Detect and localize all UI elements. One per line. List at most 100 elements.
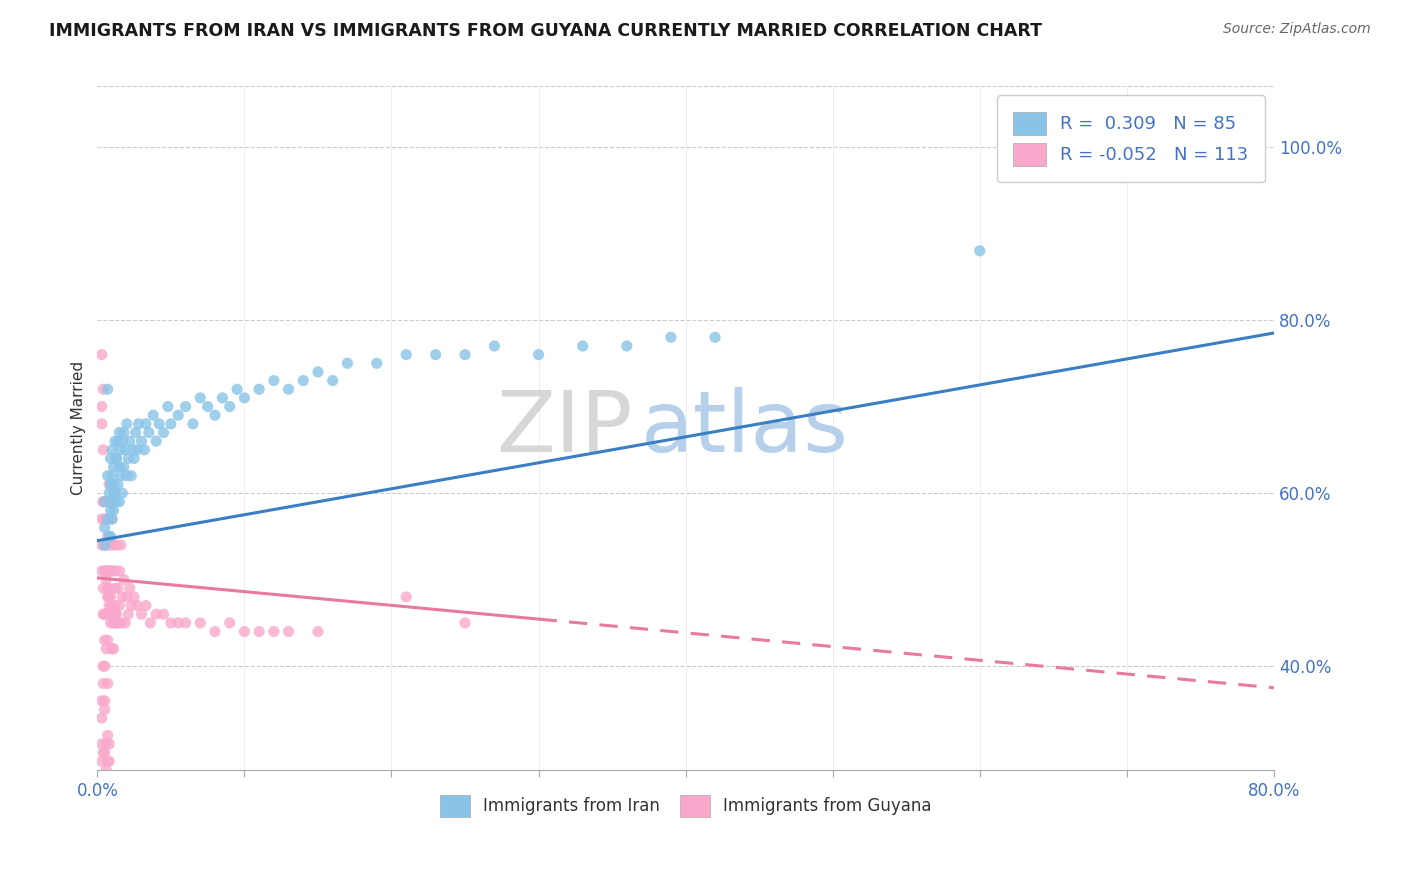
Point: [91, 659, 114, 673]
Point: [322, 374, 344, 388]
Point: [96, 564, 118, 578]
Point: [103, 615, 125, 630]
Point: [104, 607, 127, 622]
Point: [91, 581, 114, 595]
Point: [152, 607, 174, 622]
Point: [307, 365, 329, 379]
Point: [197, 400, 219, 414]
Point: [90, 694, 112, 708]
Point: [98, 737, 121, 751]
Text: ZIP: ZIP: [496, 386, 633, 470]
Point: [105, 615, 128, 630]
Point: [98, 564, 121, 578]
Point: [263, 374, 285, 388]
Point: [117, 451, 139, 466]
Point: [131, 607, 153, 622]
Point: [96, 494, 118, 508]
Point: [188, 391, 211, 405]
Point: [167, 615, 190, 630]
Point: [247, 382, 270, 396]
Point: [91, 494, 114, 508]
Point: [101, 512, 124, 526]
Point: [93, 564, 115, 578]
Point: [93, 694, 115, 708]
Point: [704, 330, 727, 344]
Point: [112, 460, 135, 475]
Point: [125, 442, 148, 457]
Point: [96, 607, 118, 622]
Point: [91, 607, 114, 622]
Point: [292, 374, 315, 388]
Point: [152, 425, 174, 440]
Point: [204, 624, 226, 639]
Point: [91, 382, 114, 396]
Point: [247, 624, 270, 639]
Point: [104, 581, 127, 595]
Point: [211, 391, 233, 405]
Point: [100, 564, 122, 578]
Point: [120, 468, 142, 483]
Point: [188, 615, 211, 630]
Point: [108, 425, 131, 440]
Point: [104, 599, 127, 613]
Point: [98, 529, 121, 543]
Point: [139, 615, 162, 630]
Text: Source: ZipAtlas.com: Source: ZipAtlas.com: [1223, 22, 1371, 37]
Point: [97, 676, 120, 690]
Point: [110, 442, 132, 457]
Point: [96, 763, 118, 777]
Point: [122, 590, 145, 604]
Point: [91, 676, 114, 690]
Point: [93, 746, 115, 760]
Point: [454, 615, 477, 630]
Point: [108, 460, 131, 475]
Point: [90, 417, 112, 431]
Point: [134, 442, 156, 457]
Point: [97, 590, 120, 604]
Point: [97, 468, 120, 483]
Point: [101, 468, 124, 483]
Point: [454, 348, 477, 362]
Point: [90, 755, 112, 769]
Point: [120, 599, 142, 613]
Text: IMMIGRANTS FROM IRAN VS IMMIGRANTS FROM GUYANA CURRENTLY MARRIED CORRELATION CHA: IMMIGRANTS FROM IRAN VS IMMIGRANTS FROM …: [49, 22, 1042, 40]
Point: [659, 330, 682, 344]
Point: [108, 599, 131, 613]
Point: [117, 607, 139, 622]
Point: [226, 382, 249, 396]
Point: [395, 348, 418, 362]
Point: [100, 451, 122, 466]
Point: [101, 599, 124, 613]
Point: [93, 538, 115, 552]
Point: [131, 434, 153, 449]
Point: [135, 599, 157, 613]
Point: [145, 607, 167, 622]
Point: [145, 434, 167, 449]
Point: [121, 442, 143, 457]
Point: [174, 400, 197, 414]
Point: [98, 755, 121, 769]
Point: [97, 382, 120, 396]
Point: [233, 624, 256, 639]
Point: [105, 607, 128, 622]
Point: [118, 434, 141, 449]
Point: [218, 400, 240, 414]
Point: [118, 581, 141, 595]
Point: [104, 486, 127, 500]
Point: [124, 425, 146, 440]
Point: [307, 624, 329, 639]
Point: [98, 486, 121, 500]
Point: [135, 417, 157, 431]
Point: [101, 641, 124, 656]
Y-axis label: Currently Married: Currently Married: [72, 361, 86, 495]
Point: [100, 529, 122, 543]
Point: [101, 564, 124, 578]
Point: [93, 538, 115, 552]
Point: [103, 641, 125, 656]
Point: [969, 244, 991, 258]
Point: [112, 573, 135, 587]
Point: [104, 564, 127, 578]
Point: [90, 538, 112, 552]
Point: [101, 512, 124, 526]
Point: [98, 590, 121, 604]
